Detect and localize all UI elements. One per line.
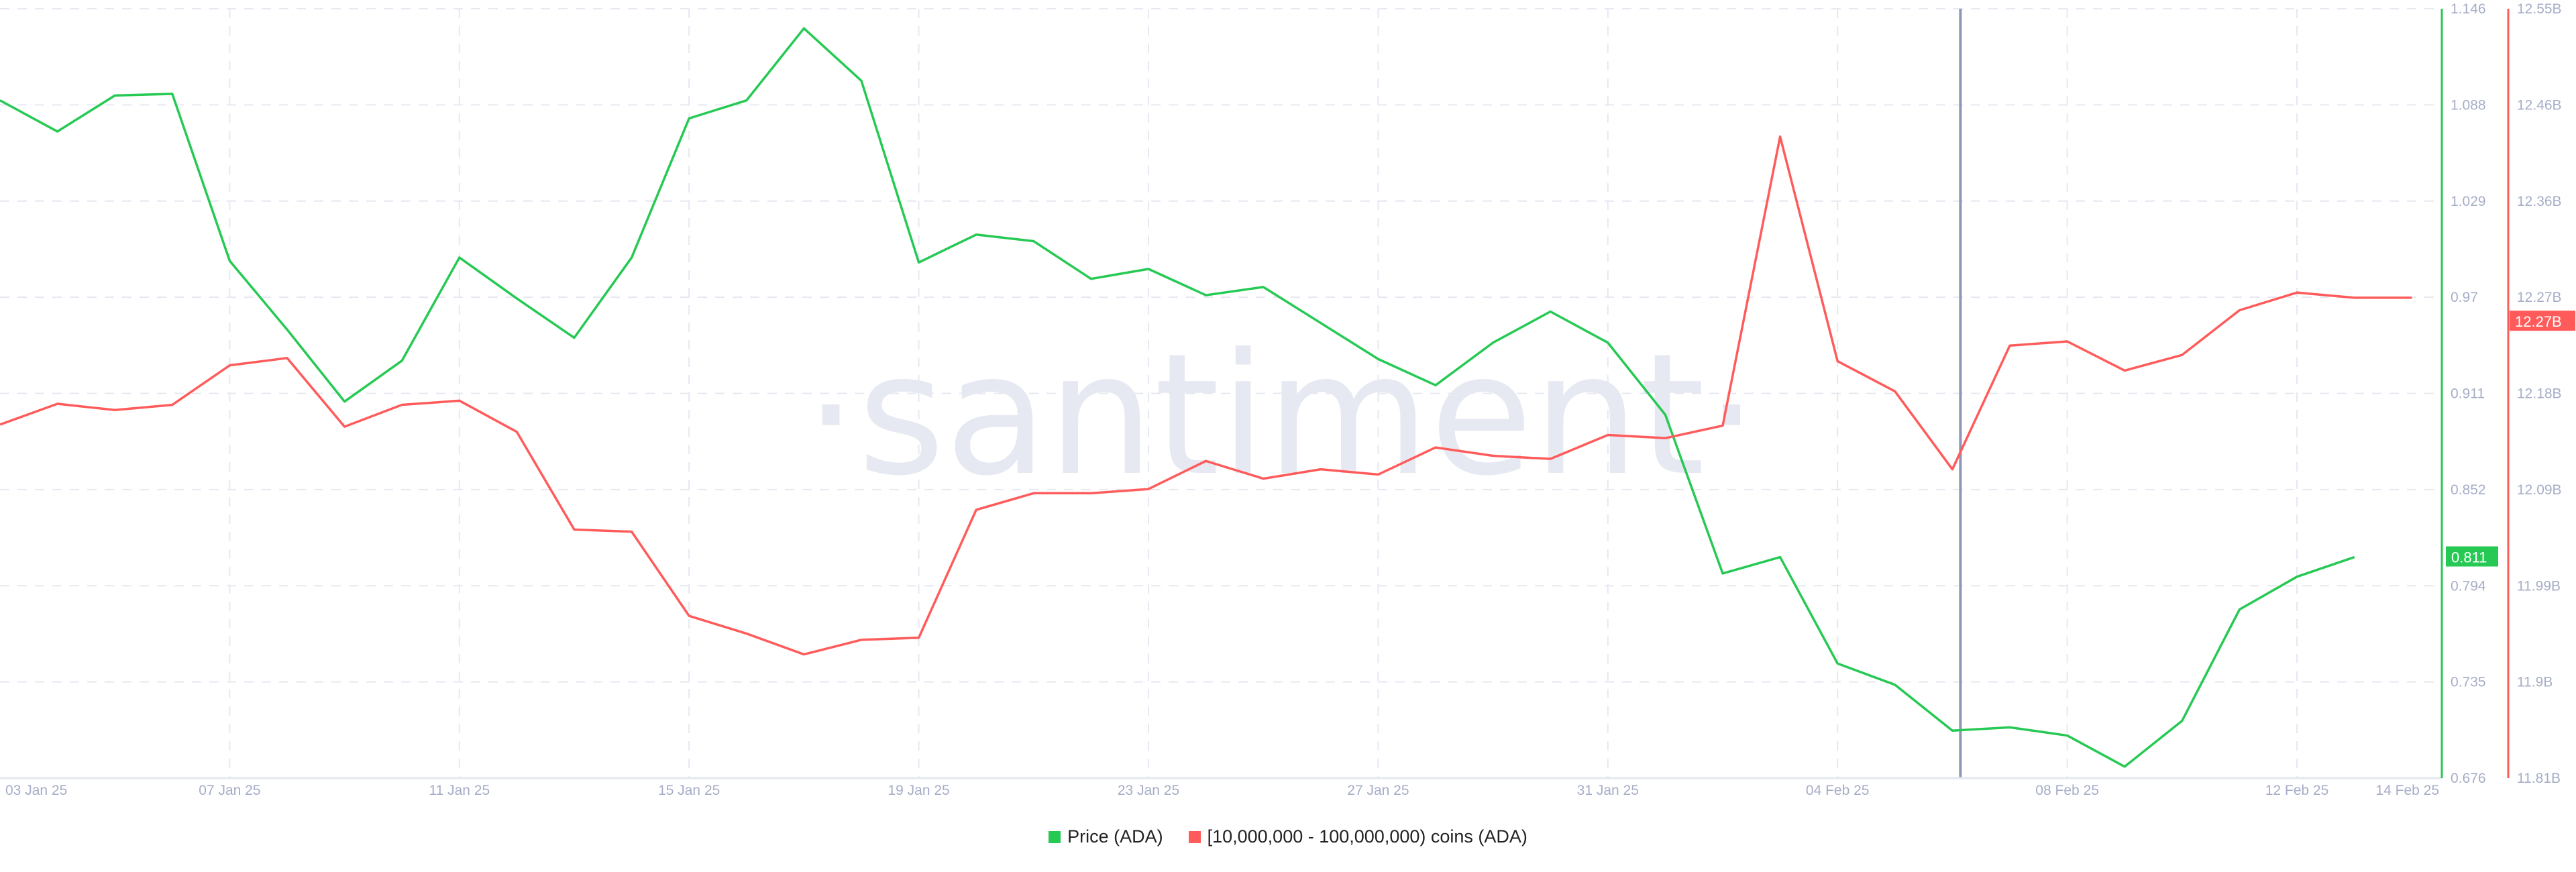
y-tick-label-price: 1.088 <box>2451 97 2486 113</box>
legend-label: Price (ADA) <box>1067 826 1163 847</box>
y-tick-label-price: 0.735 <box>2451 675 2486 690</box>
legend-item-holders[interactable]: [10,000,000 - 100,000,000) coins (ADA) <box>1188 826 1527 847</box>
last-value-badge <box>2510 311 2575 331</box>
legend-swatch-green <box>1049 830 1061 843</box>
x-tick-label: 14 Feb 25 <box>2375 783 2439 798</box>
x-tick-label: 19 Jan 25 <box>888 783 949 798</box>
last-value-label: 0.811 <box>2451 549 2487 566</box>
last-value-label: 12.27B <box>2515 313 2562 330</box>
x-tick-label: 07 Jan 25 <box>199 783 260 798</box>
last-value-badge <box>2446 546 2498 567</box>
x-tick-label: 27 Jan 25 <box>1347 783 1409 798</box>
legend-label: [10,000,000 - 100,000,000) coins (ADA) <box>1207 826 1527 847</box>
x-tick-label: 08 Feb 25 <box>2035 783 2099 798</box>
x-tick-label: 15 Jan 25 <box>658 783 720 798</box>
y-tick-label-holders: 12.27B <box>2517 290 2562 305</box>
y-tick-label-holders: 11.81B <box>2517 771 2561 786</box>
legend-item-price[interactable]: Price (ADA) <box>1049 826 1163 847</box>
x-tick-label: 11 Jan 25 <box>429 783 490 798</box>
y-tick-label-holders: 11.99B <box>2517 578 2561 594</box>
y-tick-label-price: 0.97 <box>2451 290 2478 305</box>
y-tick-label-price: 0.676 <box>2451 771 2486 786</box>
legend-swatch-red <box>1188 830 1201 843</box>
y-tick-label-holders: 11.9B <box>2517 675 2553 690</box>
santiment-watermark: ·santiment· <box>804 317 1758 512</box>
axes: 1.146 12.55B 1.088 12.46B 1.029 12.36B 0.97 12.… <box>0 1 2575 798</box>
x-tick-label: 12 Feb 25 <box>2265 783 2329 798</box>
series-lines <box>0 9 2412 778</box>
y-tick-label-price: 0.911 <box>2451 386 2485 402</box>
x-tick-label: 23 Jan 25 <box>1118 783 1179 798</box>
y-tick-label-holders: 12.18B <box>2517 386 2562 402</box>
y-tick-label-price: 1.029 <box>2451 194 2486 209</box>
y-tick-label-price: 0.852 <box>2451 482 2486 498</box>
y-tick-label-price: 1.146 <box>2451 1 2486 17</box>
x-tick-label: 31 Jan 25 <box>1577 783 1639 798</box>
grid <box>0 8 2435 778</box>
y-tick-label-holders: 12.09B <box>2517 482 2562 498</box>
y-tick-label-holders: 12.46B <box>2517 97 2562 113</box>
series-line-price <box>0 27 2355 768</box>
legend: Price (ADA) [10,000,000 - 100,000,000) c… <box>0 826 2576 847</box>
y-tick-label-holders: 12.36B <box>2517 194 2562 209</box>
y-tick-label-price: 0.794 <box>2451 578 2486 594</box>
x-tick-label: 03 Jan 25 <box>5 783 67 798</box>
x-tick-label: 04 Feb 25 <box>1806 783 1870 798</box>
y-tick-label-holders: 12.55B <box>2517 1 2562 17</box>
